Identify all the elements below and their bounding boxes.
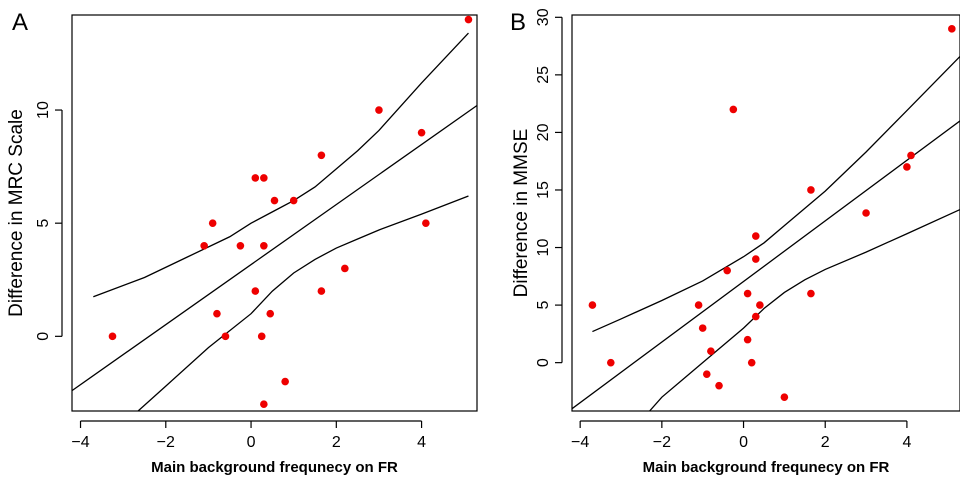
panel-a-data-point xyxy=(281,377,289,386)
panel-b-data-point xyxy=(743,335,752,344)
panel-a-y-axis-title: Difference in MRC Scale xyxy=(6,109,27,317)
panel-b-y-tick-label: 30 xyxy=(535,8,552,26)
panel-b-data-point xyxy=(729,105,738,114)
panel-a-ci-upper-line xyxy=(93,32,469,298)
panel-b-fit-line xyxy=(572,120,960,410)
panel-b-y-tick-label: 15 xyxy=(535,181,552,199)
panel-a-data-point xyxy=(213,309,221,318)
panel-a-data-point xyxy=(257,332,266,341)
panel-b-plot-frame xyxy=(571,14,960,412)
panel-b-data-point xyxy=(694,301,703,309)
panel-a-plot-frame xyxy=(71,14,478,412)
panel-a-y-tick-label: 0 xyxy=(35,332,52,341)
panel-a-data-point xyxy=(200,242,208,250)
panel-b-data-point xyxy=(756,301,764,309)
panel-b-x-axis-title: Main background frequnecy on FR xyxy=(643,459,890,476)
panel-b-data-point xyxy=(751,312,760,321)
panel-a-data-point xyxy=(417,128,426,137)
panel-b-data-point xyxy=(862,209,870,217)
panel-b-data-point xyxy=(907,151,915,160)
panel-b-x-tick-label: −2 xyxy=(653,434,671,451)
panel-b-data-point xyxy=(780,393,789,401)
panel-a-label: A xyxy=(12,9,28,36)
panel-a-data-point xyxy=(208,219,217,227)
panel-b-data-point xyxy=(747,358,756,367)
panel-b-y-tick-label: 10 xyxy=(535,239,552,257)
panel-a-ci-lower-line xyxy=(137,195,469,411)
panel-a-data-point xyxy=(236,242,245,250)
panel-b-data-point xyxy=(948,25,956,33)
panel-a-x-tick-label: −2 xyxy=(157,434,175,451)
panel-b-ci-upper-line xyxy=(592,55,960,333)
panel-a-data-point xyxy=(375,106,383,114)
panel-b: B −4 −2 0 2 4 0 5 10 15 20 25 30 Main background freq… xyxy=(510,8,960,476)
panel-b-ci-lower-line xyxy=(649,208,960,411)
panel-a-fit-line xyxy=(72,104,477,392)
panel-a: A −4 −2 0 2 4 0 5 10 Main background frequnecy on… xyxy=(6,9,478,476)
panel-b-x-tick-label: 4 xyxy=(902,434,911,451)
panel-b-data-point xyxy=(743,289,752,298)
panel-a-data-point xyxy=(251,174,260,182)
panel-a-x-tick-label: −4 xyxy=(71,434,89,451)
panel-b-data-point xyxy=(698,324,707,332)
panel-a-data-point xyxy=(266,309,275,318)
panel-a-data-point xyxy=(270,196,279,205)
panel-a-data-point xyxy=(260,242,268,250)
panel-a-data-point xyxy=(221,332,230,341)
panel-a-data-point xyxy=(317,287,326,295)
panel-a-data-point xyxy=(260,174,268,182)
panel-b-y-tick-label: 5 xyxy=(535,301,552,310)
panel-b-y-axis-title: Difference in MMSE xyxy=(511,129,532,298)
panel-a-data-point xyxy=(422,219,430,227)
panel-a-x-axis-title: Main background frequnecy on FR xyxy=(151,459,398,476)
panel-a-data-point xyxy=(251,287,260,295)
panel-a-data-point xyxy=(289,196,298,205)
panel-b-x-tick-label: 2 xyxy=(821,434,830,451)
panel-b-data-point xyxy=(702,370,711,378)
panel-b-label: B xyxy=(510,9,526,36)
panel-b-data-point xyxy=(807,186,815,194)
panel-a-x-tick-label: 4 xyxy=(417,434,426,451)
panel-a-x-tick-label: 2 xyxy=(332,434,341,451)
panel-a-data-point xyxy=(317,151,326,160)
panel-b-data-point xyxy=(588,301,597,309)
panel-a-data-point xyxy=(464,15,473,24)
panel-a-data-point xyxy=(341,264,349,273)
panel-a-y-tick-label: 10 xyxy=(35,101,52,119)
panel-b-y-tick-label: 0 xyxy=(535,358,552,367)
panel-a-data-point xyxy=(260,400,268,409)
panel-a-y-tick-label: 5 xyxy=(35,219,52,228)
panel-a-data-point xyxy=(108,332,117,341)
panel-b-data-point xyxy=(751,232,760,240)
panel-b-data-point xyxy=(607,358,615,367)
panel-b-data-point xyxy=(903,163,911,171)
panel-b-data-point xyxy=(751,255,760,263)
panel-b-data-point xyxy=(715,381,723,390)
panel-a-x-tick-label: 0 xyxy=(247,434,256,451)
panel-b-x-tick-label: 0 xyxy=(739,434,748,451)
panel-b-x-tick-label: −4 xyxy=(571,434,589,451)
panel-b-data-point xyxy=(807,289,815,298)
panel-b-data-point xyxy=(723,266,731,275)
panel-b-y-tick-label: 25 xyxy=(535,66,552,84)
panel-b-data-point xyxy=(707,347,715,355)
panel-b-y-tick-label: 20 xyxy=(535,123,552,141)
